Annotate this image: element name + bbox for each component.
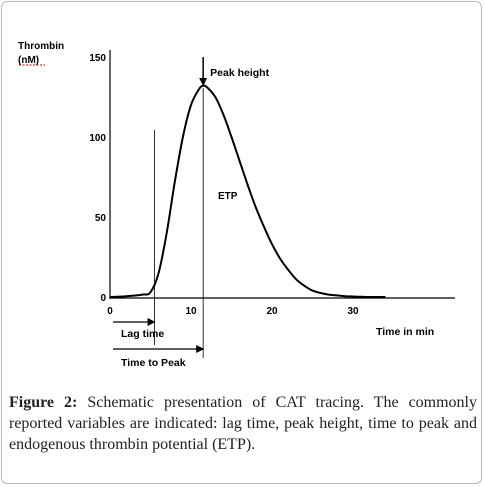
time-to-peak-label: Time to Peak — [121, 357, 186, 369]
y-axis-label-line1: Thrombin — [18, 41, 64, 52]
y-tick-label-150: 150 — [89, 53, 106, 64]
peak-height-label: Peak height — [210, 67, 269, 79]
y-axis-label-line2: (nM) — [18, 55, 39, 66]
y-tick-label-0: 0 — [100, 293, 106, 304]
x-tick-label-20: 20 — [266, 306, 278, 317]
caption-text: Schematic presentation of CAT tracing. T… — [9, 394, 478, 453]
x-tick-label-0: 0 — [107, 306, 113, 317]
x-tick-label-10: 10 — [185, 306, 197, 317]
x-axis-label: Time in min — [376, 326, 434, 338]
y-tick-label-50: 50 — [95, 213, 107, 224]
x-tick-label-30: 30 — [347, 306, 359, 317]
y-tick-label-100: 100 — [89, 133, 106, 144]
thrombin-curve — [109, 84, 386, 298]
etp-label: ETP — [218, 191, 238, 202]
lag-time-label: Lag time — [121, 328, 164, 340]
caption-label: Figure 2: — [9, 394, 78, 411]
figure-caption: Figure 2: Schematic presentation of CAT … — [9, 392, 477, 455]
